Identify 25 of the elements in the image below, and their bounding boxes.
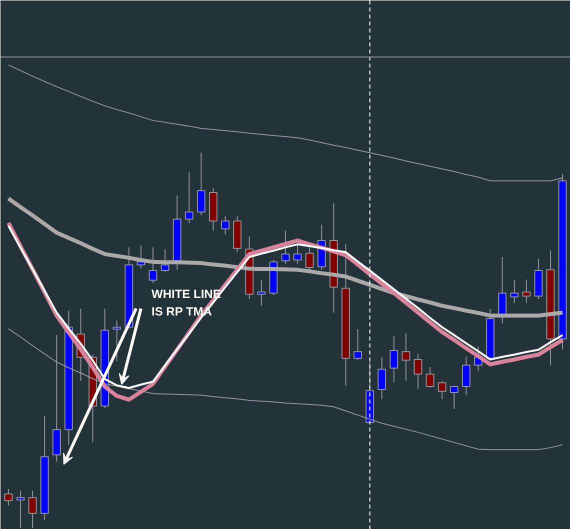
candlestick [184,172,194,224]
candlestick [462,356,470,396]
candlestick [378,356,386,400]
candlestick [438,380,446,400]
candlestick [221,216,230,236]
candlestick [354,328,362,361]
candlestick [498,256,507,324]
candlestick [196,152,206,216]
candlestick [112,320,122,362]
candlestick [414,352,422,390]
candlestick [450,385,458,410]
candlestick [257,279,266,306]
candlestick [522,279,531,304]
candlestick [148,246,158,284]
candlestick [426,366,434,388]
candlestick [305,246,314,270]
candlestick [390,335,398,384]
candlestick [16,490,25,528]
candlestick [160,248,170,272]
candlestick [293,244,302,264]
candlestick [510,280,519,304]
candlestick [402,332,410,382]
candlestick [28,490,37,528]
candlestick [4,488,13,506]
candlestick [281,230,290,264]
